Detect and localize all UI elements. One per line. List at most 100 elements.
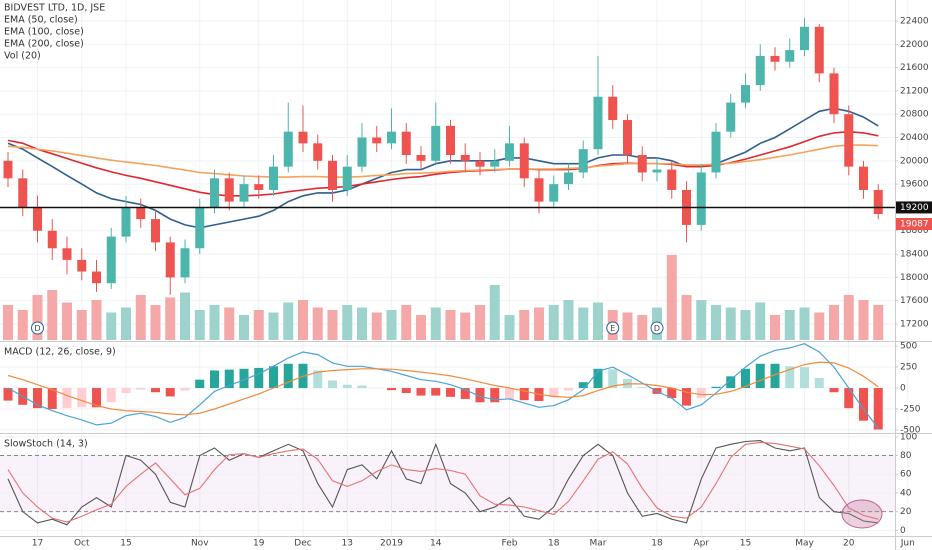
histogram-bar [328, 380, 337, 389]
candle-body [859, 166, 868, 190]
histogram-bar [741, 368, 750, 389]
histogram-bar [711, 386, 721, 389]
y-tick-label: 500 [900, 342, 917, 352]
histogram-bar [180, 388, 190, 391]
x-tick-label: 19 [253, 539, 265, 549]
legend-entry: Vol (20) [4, 51, 41, 62]
volume-bar [696, 300, 707, 340]
volume-bar [106, 312, 117, 340]
candle-body [401, 131, 411, 155]
volume-bar [666, 255, 677, 340]
indicator-line [7, 130, 879, 197]
histogram-bar [460, 388, 470, 399]
histogram-bar [696, 388, 706, 399]
candle-body [357, 137, 367, 167]
volume-bar [224, 307, 235, 340]
candle-body [711, 131, 721, 173]
y-tick-label: 18400 [900, 250, 929, 260]
x-tick-label: Jun [900, 539, 915, 549]
histogram-bar [682, 388, 691, 406]
volume-bar [430, 307, 441, 340]
volume-bar [3, 305, 13, 340]
x-tick-label: May [795, 539, 814, 549]
histogram-bar [3, 388, 13, 401]
candle-body [549, 184, 559, 202]
y-tick-label: 20 [900, 507, 912, 517]
indicator-line [7, 441, 879, 523]
y-tick-label: 19600 [900, 180, 929, 190]
candle-body [62, 248, 72, 260]
histogram-bar [593, 368, 603, 389]
volume-bar [17, 310, 28, 340]
x-tick-label: 2019 [380, 539, 403, 549]
histogram-bar [313, 370, 323, 389]
histogram-bar [92, 388, 101, 408]
candle-body [755, 55, 765, 86]
volume-bar [534, 307, 544, 340]
volume-bar [283, 302, 294, 340]
volume-bar [327, 310, 338, 340]
y-tick-label: 21200 [900, 86, 929, 96]
volume-bar [239, 315, 249, 340]
volume-bar [357, 307, 367, 340]
volume-bar [681, 295, 692, 340]
histogram-bar [637, 387, 647, 389]
labels: BIDVEST LTD, 1D, JSE EMA (50, close) EMA… [4, 3, 116, 450]
legend-entry: EMA (100, close) [4, 27, 84, 38]
histogram-bar [844, 388, 854, 409]
volume-bar [711, 305, 721, 340]
histogram-bar [519, 388, 529, 401]
y-tick-label: 20800 [900, 110, 929, 120]
candle-body [298, 131, 308, 144]
histogram-bar [770, 363, 780, 389]
volume-bar [416, 315, 426, 340]
y-tick-label: 18000 [900, 273, 929, 283]
candle-body [785, 50, 795, 62]
event-label: E [610, 324, 615, 333]
histogram-bar [416, 388, 426, 396]
x-tick-label: 14 [430, 539, 442, 549]
histogram-bar [608, 369, 618, 389]
x-tick-label: Oct [74, 539, 90, 549]
pane-title: SlowStoch (14, 3) [4, 439, 88, 450]
legend-entry: EMA (50, close) [4, 15, 78, 26]
x-tick-label: 15 [740, 539, 751, 549]
x-tick-label: Dec [294, 539, 311, 549]
volume-bar [489, 285, 500, 340]
candle-body [387, 131, 396, 144]
x-tick-label: Feb [502, 539, 518, 549]
histogram-bar [578, 382, 588, 389]
candle-body [519, 143, 529, 179]
histogram-bar [490, 388, 500, 403]
volume-bar [814, 312, 825, 340]
volume-bar [32, 295, 43, 340]
histogram-bar [283, 363, 293, 389]
volume-bar [209, 305, 220, 340]
candle-body [431, 125, 441, 161]
candle-body [416, 154, 426, 161]
volume-bar [91, 300, 102, 340]
y-tick-label: 0 [900, 526, 906, 536]
volume-bar [563, 300, 574, 340]
candle-body [372, 137, 382, 144]
histogram-bar [873, 388, 883, 430]
event-label: D [654, 324, 660, 333]
candle-body [47, 230, 57, 249]
x-tick-label: 18 [548, 539, 560, 549]
y-tick-label: 60 [900, 470, 912, 480]
pane-title: MACD (12, 26, close, 9) [4, 347, 116, 358]
volume-bar [445, 310, 456, 340]
candle-body [844, 114, 854, 167]
candle-body [800, 26, 809, 51]
candle-body [18, 178, 28, 208]
candle-body [151, 219, 160, 243]
y-tick-label: 100 [900, 432, 917, 442]
candle-body [814, 26, 824, 74]
histogram-bar [165, 388, 175, 397]
volume-bar [298, 300, 308, 340]
volume-bar [622, 312, 633, 340]
volume-bar [578, 307, 589, 340]
x-tick-label: Mar [590, 539, 607, 549]
